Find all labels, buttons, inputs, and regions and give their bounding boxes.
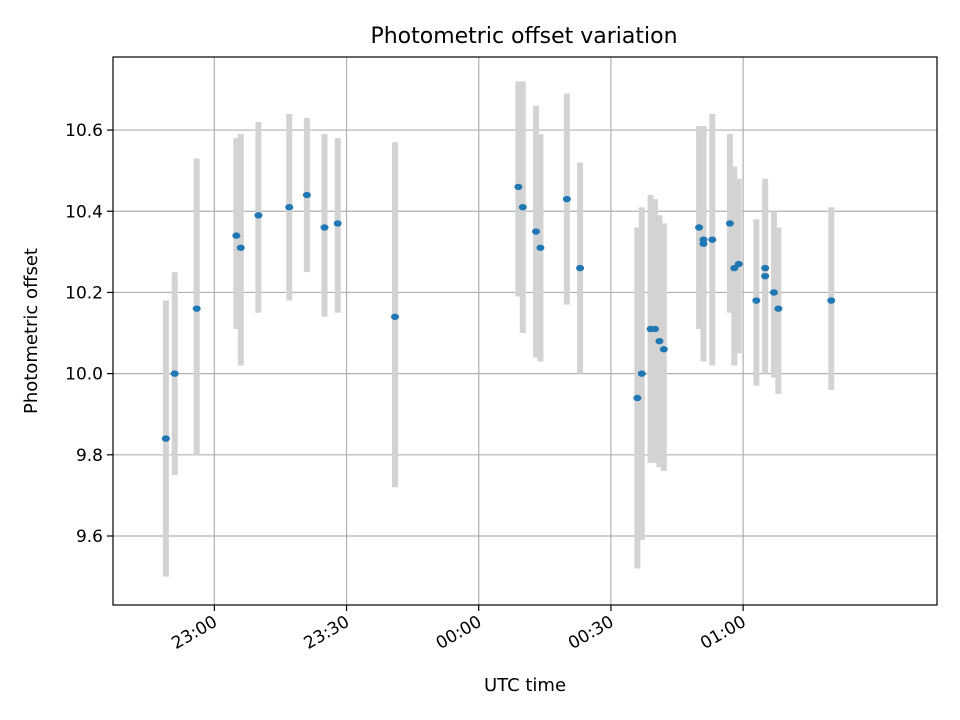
data-point xyxy=(391,313,400,320)
y-tick-label: 10.2 xyxy=(65,283,103,303)
data-point xyxy=(576,264,585,272)
data-points xyxy=(161,183,836,442)
y-axis-label: Photometric offset xyxy=(21,248,42,414)
data-point xyxy=(192,305,201,312)
data-point xyxy=(725,220,734,227)
data-point xyxy=(532,228,541,235)
data-point xyxy=(655,337,664,345)
y-tick-label: 9.8 xyxy=(76,446,103,466)
x-tick-label: 01:00 xyxy=(697,612,749,654)
y-tick-label: 10.4 xyxy=(65,202,103,222)
y-tick-label: 9.6 xyxy=(76,527,103,547)
data-point xyxy=(769,289,778,296)
data-point xyxy=(170,370,179,377)
data-point xyxy=(518,203,527,211)
y-tick-label: 10.6 xyxy=(65,121,103,141)
data-point xyxy=(761,264,770,272)
data-point xyxy=(254,212,263,219)
data-point xyxy=(695,224,704,231)
data-point xyxy=(752,297,761,304)
data-point xyxy=(637,370,646,377)
data-point xyxy=(236,244,245,251)
data-point xyxy=(536,244,545,251)
data-point xyxy=(699,240,708,247)
y-tick-label: 10.0 xyxy=(65,365,103,385)
x-tick-label: 23:00 xyxy=(168,612,220,654)
error-bars xyxy=(162,81,835,577)
y-axis-ticks: 9.6 9.8 10.0 10.2 10.4 10.6 xyxy=(65,121,113,547)
data-point xyxy=(774,305,783,312)
data-point xyxy=(734,260,743,268)
data-point xyxy=(827,297,836,304)
x-tick-label: 23:30 xyxy=(301,612,353,654)
data-point xyxy=(232,232,241,239)
x-axis-ticks: 23:00 23:30 00:00 00:30 01:00 xyxy=(168,605,750,654)
data-point xyxy=(761,273,770,280)
plot-frame xyxy=(112,56,938,606)
data-point xyxy=(320,224,329,231)
x-axis-label: UTC time xyxy=(484,675,566,696)
data-point xyxy=(285,203,294,211)
data-point xyxy=(659,346,668,353)
data-point xyxy=(514,183,523,191)
chart-title: Photometric offset variation xyxy=(370,24,677,49)
x-tick-label: 00:30 xyxy=(565,612,617,654)
data-point xyxy=(633,394,642,402)
data-point xyxy=(302,191,311,199)
x-tick-label: 00:00 xyxy=(433,612,485,654)
data-point xyxy=(650,325,659,333)
data-point xyxy=(708,236,717,243)
data-point xyxy=(333,220,342,227)
data-point xyxy=(161,435,170,442)
data-point xyxy=(562,195,571,203)
